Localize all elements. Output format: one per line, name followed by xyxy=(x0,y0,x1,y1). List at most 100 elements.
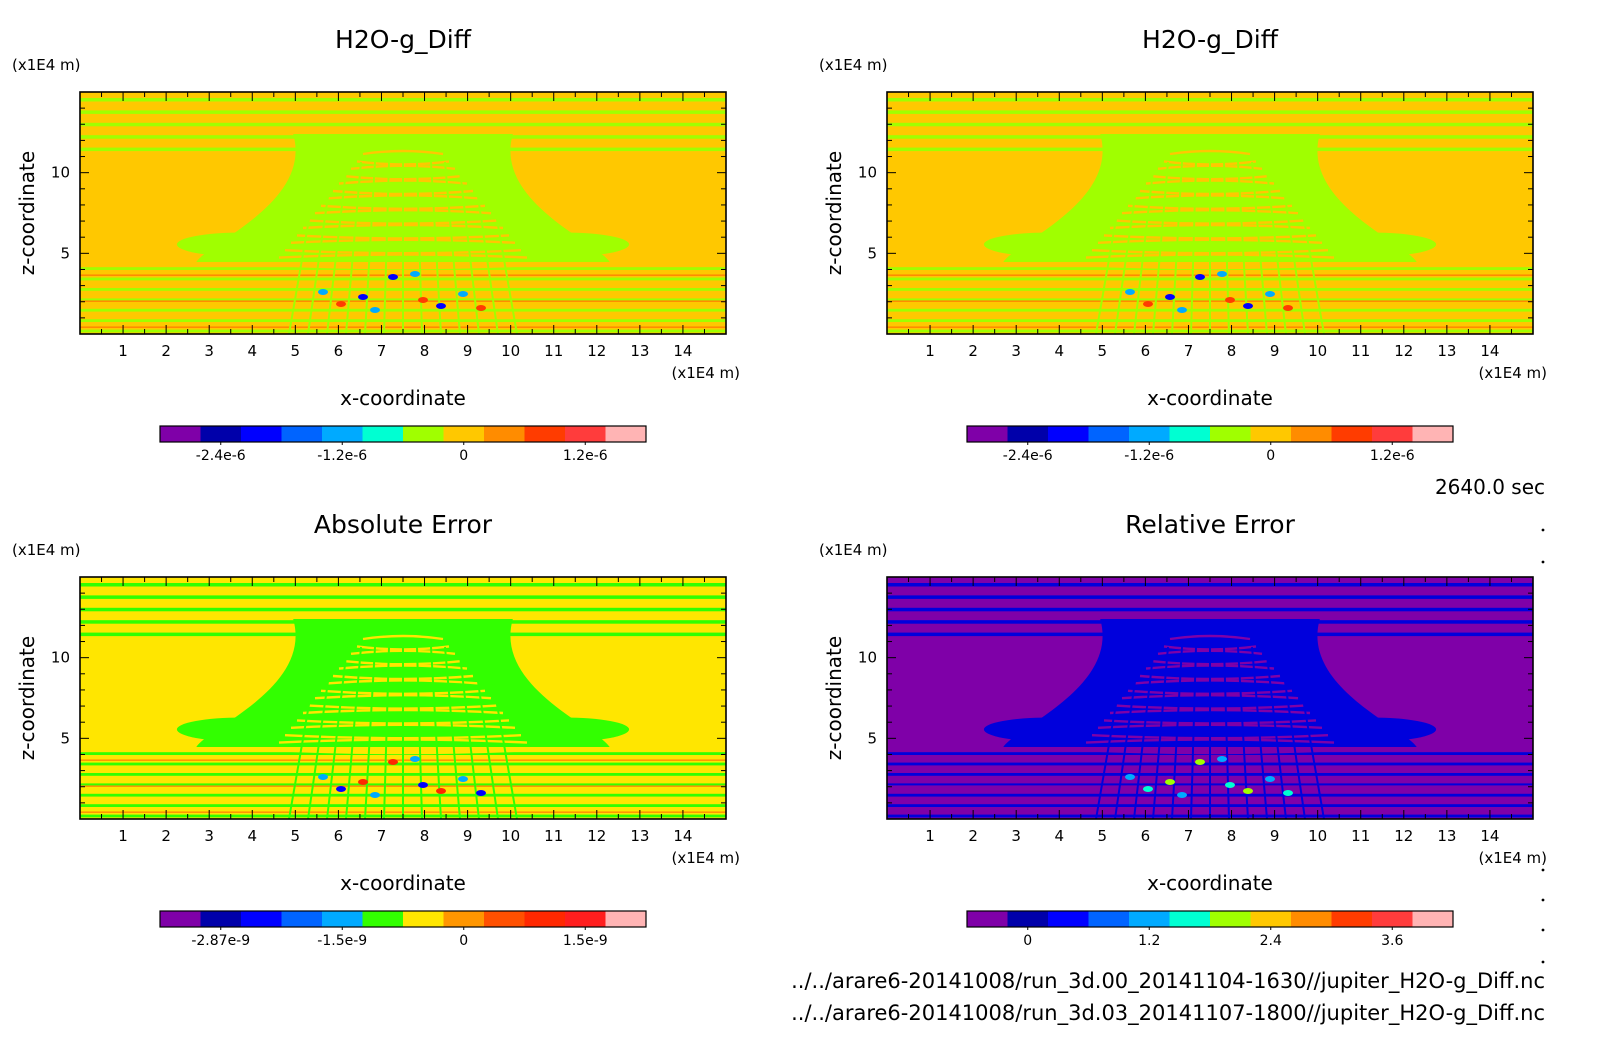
hot-spot xyxy=(1243,303,1253,309)
plume-vertical xyxy=(458,646,480,819)
plume-vertical xyxy=(486,161,518,334)
plume-vertical xyxy=(364,161,376,334)
colorbar-swatch xyxy=(362,911,404,927)
plume-vertical xyxy=(288,161,320,334)
colorbar-label: -1.2e-6 xyxy=(317,448,367,464)
x-tick-label: 8 xyxy=(420,827,430,845)
x-tick-label: 7 xyxy=(377,827,387,845)
plume-vertical xyxy=(472,161,499,334)
x-tick-label: 11 xyxy=(544,342,563,360)
side-lobe xyxy=(176,717,307,742)
hot-spot xyxy=(476,790,486,796)
file-path-2: ../../arare6-20141008/run_3d.03_20141107… xyxy=(791,1001,1545,1026)
band-top xyxy=(80,595,726,599)
x-tick-label: 5 xyxy=(291,827,301,845)
colorbar-swatch xyxy=(322,426,363,442)
hot-spot xyxy=(358,779,368,785)
plume-vertical xyxy=(1251,646,1268,819)
colorbar-frame xyxy=(159,910,647,928)
y-axis-label: z-coordinate xyxy=(822,151,846,275)
colorbar-swatch xyxy=(1129,911,1170,927)
colorbar-swatch xyxy=(1250,911,1292,927)
colorbar: 0 1.2 2.4 3.6 xyxy=(966,910,1454,949)
heatmap-field xyxy=(80,577,726,819)
colorbar-swatch xyxy=(241,911,282,927)
colorbar-label: 1.2e-6 xyxy=(563,448,608,464)
hot-spot xyxy=(1195,274,1205,280)
plume-vertical xyxy=(1152,646,1169,819)
x-tick-label: 2 xyxy=(968,827,978,845)
band-top xyxy=(80,98,726,102)
colorbar-swatch xyxy=(1048,426,1089,442)
plume-vertical xyxy=(1223,646,1230,819)
x-tick-label: 13 xyxy=(630,827,649,845)
colorbar-label: 0 xyxy=(459,448,468,464)
x-tick-label: 1 xyxy=(118,827,128,845)
plume-vertical xyxy=(1279,161,1306,334)
band-top xyxy=(80,122,726,127)
plume-vertical xyxy=(1152,161,1169,334)
hot-spot xyxy=(436,303,446,309)
dot-marks xyxy=(1541,528,1545,964)
plume-vertical xyxy=(1114,161,1141,334)
plume-vertical xyxy=(307,646,334,819)
x-tick-label: 6 xyxy=(334,342,344,360)
plume-vertical xyxy=(1171,161,1183,334)
colorbar-label: 0 xyxy=(459,933,468,949)
colorbar-swatch xyxy=(1291,911,1332,927)
x-tick-label: 8 xyxy=(1227,827,1237,845)
hot-spot xyxy=(418,782,428,788)
hot-spot xyxy=(318,774,328,780)
hot-spot xyxy=(1243,788,1253,794)
x-unit-label: (x1E4 m) xyxy=(1478,364,1547,382)
hot-spot xyxy=(1125,774,1135,780)
colorbar-swatch xyxy=(524,911,566,927)
band-top xyxy=(887,110,1533,114)
y-axis-label: z-coordinate xyxy=(15,636,39,760)
x-tick-label: 10 xyxy=(1308,827,1327,845)
plume-vertical xyxy=(1279,646,1306,819)
plume-vertical xyxy=(345,646,362,819)
y-tick-label: 10 xyxy=(858,649,877,667)
colorbar-label: 3.6 xyxy=(1381,933,1403,949)
colorbar: -2.87e-9 -1.5e-9 0 1.5e-9 xyxy=(159,910,647,949)
x-tick-label: 5 xyxy=(1098,342,1108,360)
plume-vertical xyxy=(416,646,423,819)
plume-stripe xyxy=(1169,149,1251,156)
y-tick-label: 10 xyxy=(858,164,877,182)
x-tick-label: 1 xyxy=(925,342,935,360)
hot-spot xyxy=(1195,759,1205,765)
x-tick-label: 8 xyxy=(1227,342,1237,360)
hot-spot xyxy=(1143,786,1153,792)
band-top xyxy=(887,595,1533,599)
colorbar-swatch xyxy=(1088,911,1130,927)
plume-vertical xyxy=(1114,646,1141,819)
x-tick-label: 6 xyxy=(334,827,344,845)
plume-vertical xyxy=(1223,161,1230,334)
colorbar-swatch xyxy=(1007,911,1049,927)
colorbar-swatch xyxy=(1291,426,1332,442)
chart-title: H2O-g_Diff xyxy=(335,25,472,54)
colorbar-swatch xyxy=(1210,426,1251,442)
plume-vertical xyxy=(1190,161,1197,334)
x-tick-label: 12 xyxy=(1394,827,1413,845)
hot-spot xyxy=(1265,776,1275,782)
colorbar-swatch xyxy=(322,911,363,927)
dot-mark xyxy=(1541,960,1545,964)
hot-spot xyxy=(1125,289,1135,295)
x-tick-label: 5 xyxy=(1098,827,1108,845)
colorbar-swatch xyxy=(160,911,201,927)
x-tick-label: 10 xyxy=(1308,342,1327,360)
colorbar-swatch xyxy=(200,911,242,927)
colorbar-swatch xyxy=(967,426,1008,442)
y-tick-label: 5 xyxy=(867,244,877,262)
side-lobe xyxy=(1306,232,1437,257)
y-tick-label: 10 xyxy=(51,164,70,182)
hot-spot xyxy=(458,776,468,782)
colorbar-swatch xyxy=(565,911,606,927)
colorbar-label: 0 xyxy=(1266,448,1275,464)
colorbar-swatch xyxy=(362,426,404,442)
plume-vertical xyxy=(458,161,480,334)
colorbar-swatch xyxy=(1331,426,1373,442)
